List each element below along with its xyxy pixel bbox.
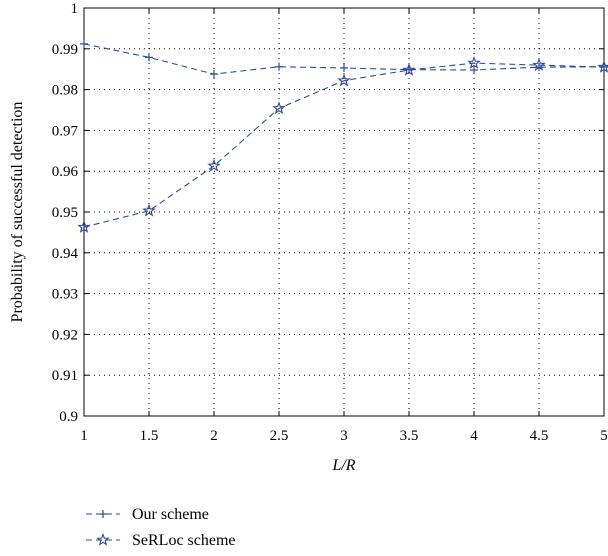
y-tick-label: 1	[71, 1, 79, 17]
data-point	[402, 62, 416, 76]
data-point	[145, 53, 153, 62]
data-point	[275, 62, 283, 71]
legend-marker	[96, 532, 110, 546]
y-tick-label: 0.91	[52, 368, 78, 384]
x-tick-label: 4.5	[530, 428, 549, 444]
y-tick-label: 0.92	[52, 327, 78, 343]
axis-ticks	[83, 7, 605, 417]
grid-lines	[84, 8, 604, 416]
y-tick-label: 0.98	[52, 83, 78, 99]
data-point	[77, 220, 91, 233]
legend: Our scheme SeRLoc scheme	[86, 506, 236, 549]
y-tick-label: 0.94	[52, 246, 79, 262]
series-1	[77, 55, 608, 233]
data-point	[340, 63, 348, 72]
y-tick-label: 0.95	[52, 205, 78, 221]
legend-entry: SeRLoc scheme	[86, 532, 236, 549]
x-tick-label: 4	[470, 428, 478, 444]
legend-label: SeRLoc scheme	[132, 532, 236, 549]
x-tick-label: 1.5	[140, 428, 159, 444]
data-point	[210, 70, 218, 79]
x-tick-label: 3	[340, 428, 348, 444]
x-tick-labels: 1 1.5 2 2.5 3 3.5 4 4.5 5	[80, 428, 608, 444]
x-tick-label: 5	[600, 428, 608, 444]
y-axis-label: Probability of successful detection	[9, 102, 26, 323]
legend-entry: Our scheme	[86, 506, 209, 523]
y-tick-label: 0.9	[59, 409, 78, 425]
series-layer	[77, 39, 608, 233]
data-point	[467, 55, 481, 69]
series-line	[83, 62, 605, 228]
y-tick-label: 0.99	[52, 42, 78, 58]
data-point	[272, 101, 286, 115]
y-tick-label: 0.93	[52, 287, 78, 303]
x-tick-label: 2.5	[270, 428, 289, 444]
y-tick-label: 0.97	[52, 123, 79, 139]
data-point	[80, 39, 88, 48]
x-tick-label: 3.5	[400, 428, 419, 444]
data-point	[207, 158, 221, 172]
data-point	[532, 58, 546, 71]
y-tick-label: 0.96	[52, 164, 79, 180]
legend-label: Our scheme	[132, 506, 209, 523]
y-tick-labels: 0.9 0.91 0.92 0.93 0.94 0.95 0.96 0.97 0.98 0.99 1	[52, 1, 79, 425]
data-point	[142, 203, 156, 217]
data-point	[470, 66, 478, 75]
x-axis-label: L/R	[331, 457, 355, 474]
x-tick-label: 2	[210, 428, 218, 444]
legend-marker	[99, 510, 107, 518]
x-tick-label: 1	[80, 428, 88, 444]
data-point	[337, 73, 351, 87]
